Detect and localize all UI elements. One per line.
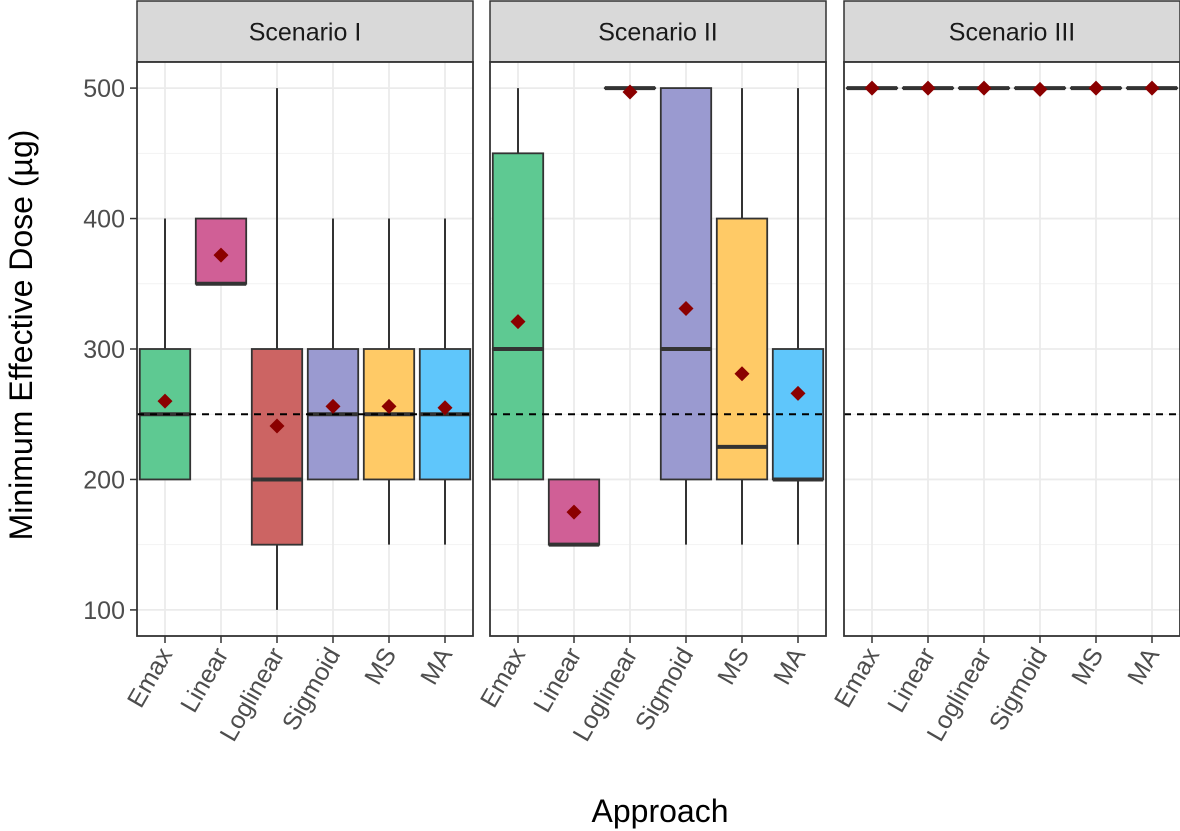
panel-strip — [489, 0, 827, 63]
x-tick-label: MA — [415, 643, 458, 690]
box-sigmoid — [659, 87, 713, 545]
y-tick-label: 500 — [83, 75, 125, 103]
x-tick-label: Linear — [882, 643, 941, 717]
y-axis-title: Minimum Effective Dose (µg) — [3, 130, 39, 541]
panel-strip — [136, 0, 474, 63]
x-tick-label: MA — [1122, 643, 1165, 690]
mean-marker — [622, 84, 638, 100]
y-tick-label: 200 — [83, 466, 125, 494]
x-axis-title: Approach — [592, 793, 729, 829]
mean-marker — [734, 366, 750, 382]
mean-marker — [157, 393, 173, 409]
y-tick-label: 400 — [83, 206, 125, 234]
y-tick-label: 100 — [83, 597, 125, 625]
mean-marker — [790, 385, 806, 401]
x-tick-label: MS — [712, 643, 755, 689]
panel-strip — [843, 0, 1180, 63]
mean-marker — [976, 80, 992, 96]
y-tick-label: 300 — [83, 336, 125, 364]
x-tick-label: MS — [359, 643, 402, 689]
mean-marker — [213, 247, 229, 263]
panel-border — [136, 61, 474, 637]
mean-marker — [381, 398, 397, 414]
mean-marker — [1144, 80, 1160, 96]
x-tick-label: MS — [1066, 643, 1109, 689]
x-tick-label: MA — [768, 643, 811, 690]
mean-marker — [437, 400, 453, 416]
mean-marker — [864, 80, 880, 96]
mean-marker — [325, 398, 341, 414]
mean-marker — [678, 301, 694, 317]
mean-marker — [920, 80, 936, 96]
mean-marker — [269, 418, 285, 434]
panel-border — [843, 61, 1180, 637]
box-body — [659, 87, 713, 481]
panel-title: Scenario II — [598, 19, 718, 47]
x-tick-label: Emax — [829, 643, 885, 713]
mean-marker — [510, 314, 526, 330]
x-tick-label: Linear — [175, 643, 234, 717]
box-body — [250, 348, 304, 546]
mean-marker — [1032, 81, 1048, 97]
panel-title: Scenario III — [949, 19, 1075, 47]
box-ms — [715, 88, 769, 545]
panel-title: Scenario I — [249, 19, 362, 47]
x-tick-label: Linear — [528, 643, 587, 717]
mean-marker — [566, 504, 582, 520]
box-loglinear — [250, 88, 304, 610]
panel-border — [489, 61, 827, 637]
box-linear — [547, 478, 601, 547]
x-tick-label: Emax — [122, 643, 178, 713]
box-body — [715, 217, 769, 481]
x-tick-label: Emax — [475, 643, 531, 713]
mean-marker — [1088, 80, 1104, 96]
